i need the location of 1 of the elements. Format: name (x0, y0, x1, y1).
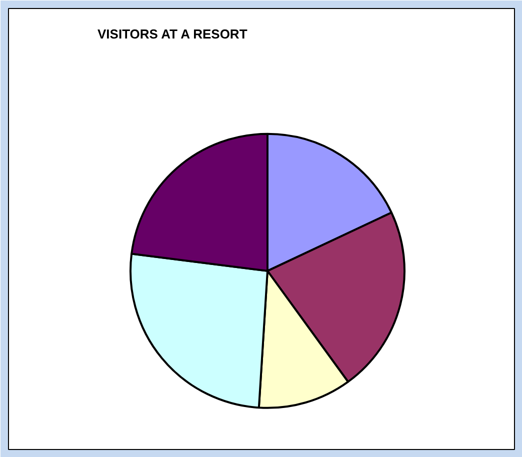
chart-title: VISITORS AT A RESORT (98, 26, 248, 42)
